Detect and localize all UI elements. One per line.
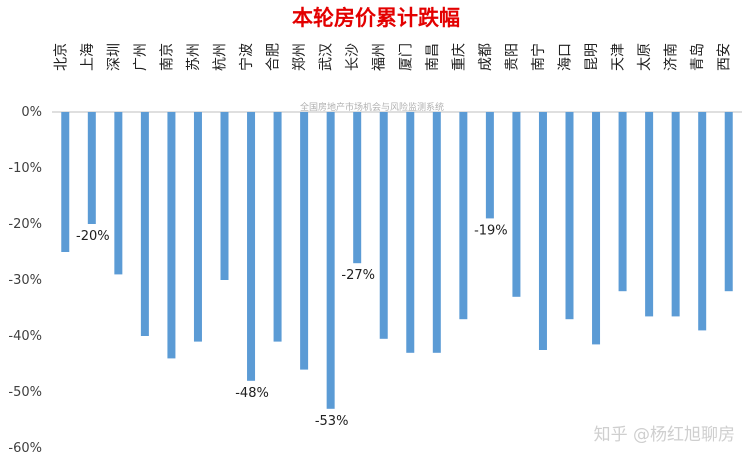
x-category-label: 重庆 [451, 43, 467, 71]
bar [61, 112, 70, 252]
x-category-label: 厦门 [398, 43, 414, 71]
data-label: -27% [341, 268, 375, 283]
bar [645, 112, 654, 317]
bar [432, 112, 441, 353]
bar [167, 112, 176, 359]
x-category-label: 广州 [133, 43, 149, 71]
x-category-label: 杭州 [213, 43, 229, 71]
source-note: 全国房地产市场机会与风险监测系统 [300, 101, 444, 113]
bar-layer [61, 112, 733, 409]
chart-title: 本轮房价累计跌幅 [292, 6, 460, 30]
bar [565, 112, 574, 320]
data-label: -20% [76, 229, 110, 244]
bar [459, 112, 468, 320]
bar [220, 112, 229, 280]
y-tick-label: -10% [8, 161, 42, 176]
y-tick-label: -20% [8, 217, 42, 232]
x-category-label: 海口 [558, 43, 574, 71]
bar [538, 112, 547, 350]
watermark: 知乎 @杨红旭聊房 [594, 425, 735, 445]
x-category-label: 南昌 [425, 43, 441, 71]
bar [485, 112, 494, 219]
bar [618, 112, 627, 292]
x-category-label: 北京 [53, 43, 69, 71]
x-category-label: 贵阳 [504, 43, 520, 71]
x-category-label: 昆明 [584, 43, 600, 71]
bar [326, 112, 335, 409]
bar [193, 112, 202, 342]
x-category-label: 济南 [664, 43, 680, 71]
axis-layer: 0% -10% -20% -30% -40% -50% -60% 北京 上海 深圳 广州 南京 苏州 杭州… [8, 43, 742, 456]
bar [698, 112, 707, 331]
data-label: -19% [474, 223, 508, 238]
y-tick-label: 0% [21, 105, 42, 120]
x-category-label: 西安 [717, 43, 733, 71]
x-category-label: 深圳 [106, 43, 122, 71]
data-label: -53% [315, 414, 349, 429]
x-category-label: 长沙 [345, 43, 361, 71]
x-category-label: 福州 [372, 43, 388, 71]
label-layer: -20% -48% -53% -27% -19% [76, 223, 508, 428]
bar [671, 112, 680, 317]
x-category-label: 武汉 [319, 43, 335, 71]
bar [114, 112, 123, 275]
bar [140, 112, 149, 336]
y-tick-label: -30% [8, 273, 42, 288]
x-category-label: 郑州 [292, 43, 308, 71]
bar [273, 112, 282, 342]
bar [87, 112, 96, 224]
x-category-label: 南京 [159, 43, 175, 71]
x-category-label: 上海 [80, 43, 96, 71]
bar [353, 112, 362, 264]
bar [592, 112, 601, 345]
x-category-label: 苏州 [186, 43, 202, 71]
x-category-label: 太原 [637, 43, 653, 71]
x-category-label: 合肥 [266, 43, 282, 71]
bar [300, 112, 309, 370]
x-category-label: 成都 [478, 43, 494, 71]
bar [406, 112, 415, 353]
y-tick-label: -60% [8, 441, 42, 456]
bar [512, 112, 521, 297]
bar [247, 112, 256, 381]
y-tick-label: -40% [8, 329, 42, 344]
bar [724, 112, 733, 292]
bar [379, 112, 388, 339]
data-label: -48% [235, 386, 269, 401]
x-category-label: 青岛 [690, 43, 706, 71]
y-tick-label: -50% [8, 385, 42, 400]
x-category-label: 南宁 [530, 43, 547, 71]
x-category-label: 天津 [611, 43, 627, 71]
x-category-label: 宁波 [238, 43, 255, 71]
